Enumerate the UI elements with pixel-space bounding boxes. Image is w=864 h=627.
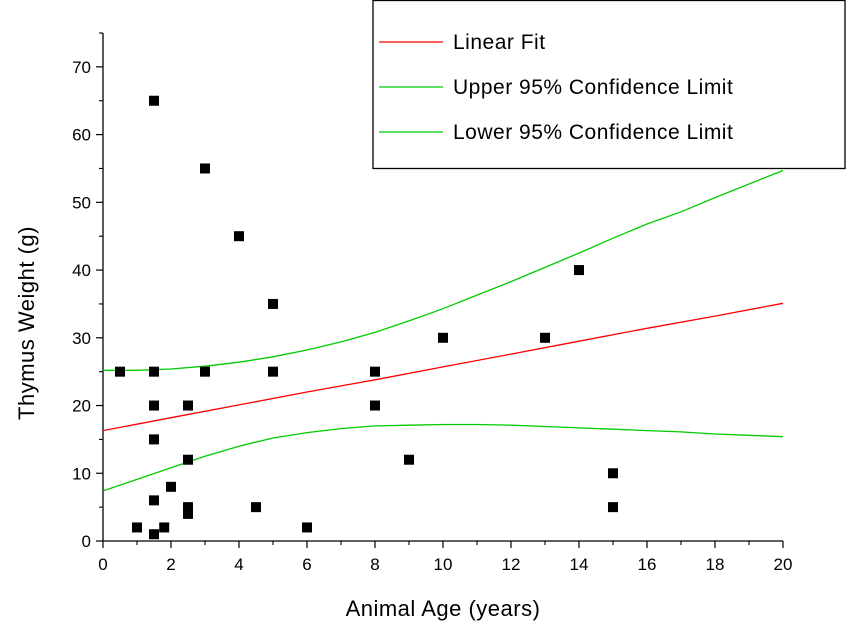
y-tick-label: 20 xyxy=(72,397,91,416)
y-tick-label: 0 xyxy=(82,532,91,551)
x-tick-label: 8 xyxy=(370,555,379,574)
axes: 0 2 4 6 8 10 12 14 16 18 20 0 10 20 30 40 50 60 70 xyxy=(72,32,793,574)
legend-label: Upper 95% Confidence Limit xyxy=(453,76,733,99)
points-layer xyxy=(115,95,618,540)
x-tick-label: 20 xyxy=(774,555,793,574)
series-line-1 xyxy=(103,169,784,371)
data-point xyxy=(200,163,210,174)
data-point xyxy=(268,298,278,309)
data-point xyxy=(608,502,618,513)
x-tick-label: 4 xyxy=(234,555,243,574)
data-point xyxy=(115,366,125,377)
data-point xyxy=(132,522,142,533)
x-tick-label: 14 xyxy=(570,555,589,574)
data-point xyxy=(149,95,159,106)
data-point xyxy=(540,332,550,343)
series-layer xyxy=(102,169,784,492)
data-point xyxy=(183,454,193,465)
data-point xyxy=(404,454,414,465)
data-point xyxy=(149,366,159,377)
data-point xyxy=(608,468,618,479)
x-tick-label: 18 xyxy=(706,555,725,574)
data-point xyxy=(183,400,193,411)
y-tick-label: 40 xyxy=(72,261,91,280)
data-point xyxy=(234,231,244,242)
data-point xyxy=(183,502,193,513)
y-tick-label: 70 xyxy=(72,58,91,77)
x-tick-label: 0 xyxy=(98,555,107,574)
y-axis-title: Thymus Weight (g) xyxy=(14,226,39,420)
x-tick-label: 16 xyxy=(638,555,657,574)
data-point xyxy=(166,481,176,492)
data-point xyxy=(251,502,261,513)
data-point xyxy=(574,265,584,276)
series-line-0 xyxy=(102,302,784,432)
y-tick-label: 60 xyxy=(72,126,91,145)
y-tick-label: 50 xyxy=(72,193,91,212)
x-axis-title: Animal Age (years) xyxy=(346,596,541,621)
data-point xyxy=(370,400,380,411)
data-point xyxy=(438,332,448,343)
data-point xyxy=(149,529,159,540)
data-point xyxy=(200,366,210,377)
data-point xyxy=(159,522,170,533)
y-tick-label: 10 xyxy=(72,464,91,483)
data-point xyxy=(268,366,278,377)
legend-label: Lower 95% Confidence Limit xyxy=(453,121,733,144)
data-point xyxy=(302,522,312,533)
legend: Linear Fit Upper 95% Confidence Limit Lowe… xyxy=(372,0,846,170)
legend-box xyxy=(372,0,846,170)
y-tick-label: 30 xyxy=(72,329,91,348)
data-point xyxy=(149,400,159,411)
x-tick-label: 12 xyxy=(502,555,521,574)
data-point xyxy=(370,366,380,377)
data-point xyxy=(149,434,159,445)
data-point xyxy=(149,495,159,506)
x-tick-label: 10 xyxy=(434,555,453,574)
legend-label: Linear Fit xyxy=(453,31,546,54)
series-line-2 xyxy=(102,423,784,492)
x-tick-label: 6 xyxy=(302,555,311,574)
data-point xyxy=(183,508,193,519)
x-tick-label: 2 xyxy=(166,555,175,574)
